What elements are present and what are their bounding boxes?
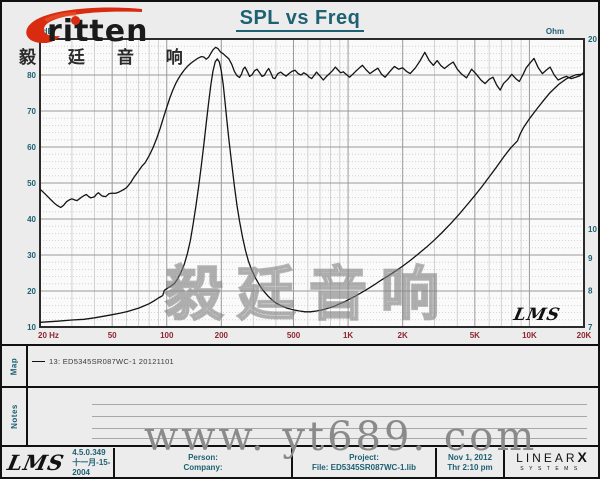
divider: [2, 386, 598, 388]
lms-version-date: 十一月-15-2004: [72, 457, 111, 477]
brand-logo-subtitle: 毅 廷 音 响: [19, 48, 196, 68]
notes-rule-line: [92, 428, 587, 429]
y-left-tick-label: 20: [27, 287, 36, 296]
brand-logo-i-dot-icon: [71, 16, 80, 25]
status-cell-datetime: Nov 1, 2012 Thr 2:10 pm: [437, 448, 505, 477]
map-label-cell: Map: [2, 346, 28, 386]
x-tick-label: 2K: [398, 331, 408, 340]
linearx-logo: LINEARX SYSTEMS: [516, 448, 587, 472]
chart-watermark: 毅廷音响: [164, 259, 454, 329]
status-bar: LMS 4.5.0.349 十一月-15-2004 Person: Compan…: [2, 448, 598, 477]
site-watermark: www. yt689. com: [144, 414, 538, 460]
legend-text: 13: ED5345SR087WC-1 20121101: [49, 357, 175, 366]
y-left-tick-label: 10: [27, 323, 36, 332]
legend-line-sample-icon: [32, 361, 45, 362]
notes-rule-line: [92, 404, 587, 405]
lms-logo: LMS: [5, 450, 67, 475]
y-left-tick-label: 70: [27, 107, 36, 116]
x-tick-label: 1K: [343, 331, 353, 340]
curve-impedance: [39, 58, 585, 323]
status-cell-brand: LINEARX SYSTEMS: [505, 448, 598, 477]
y-left-tick-label: 50: [27, 179, 36, 188]
y-left-axis-unit: dB: [43, 27, 54, 36]
y-left-tick-label: 60: [27, 143, 36, 152]
notes-label-cell: Notes: [2, 388, 28, 445]
notes-label: Notes: [9, 404, 19, 429]
y-left-tick-label: 80: [27, 71, 36, 80]
status-cell-project: Project: File: ED5345SR087WC-1.lib: [293, 448, 437, 477]
notes-rule-line: [92, 416, 587, 417]
notes-rule-line: [92, 438, 587, 439]
divider: [2, 445, 598, 447]
status-cell-version: LMS 4.5.0.349 十一月-15-2004: [2, 448, 115, 477]
status-time: Thr 2:10 pm: [447, 462, 493, 472]
chart-legend: 13: ED5345SR087WC-1 20121101: [32, 357, 174, 366]
curve-spl: [39, 46, 585, 209]
y-left-tick-label: 30: [27, 251, 36, 260]
y-left-tick-label: 40: [27, 215, 36, 224]
x-tick-label: 10K: [522, 331, 537, 340]
person-label: Person:: [188, 452, 218, 462]
plot-frame: [39, 38, 585, 328]
map-label: Map: [9, 357, 19, 375]
y-right-tick-label: 20: [588, 35, 597, 44]
x-tick-label: 50: [108, 331, 117, 340]
brand-logo: ritten 毅 廷 音 响: [14, 3, 204, 69]
x-tick-label: 500: [287, 331, 301, 340]
y-right-tick-label: 8: [588, 286, 593, 295]
x-tick-label: 20 Hz: [38, 331, 59, 340]
red-swoosh-icon: [26, 7, 142, 43]
y-right-tick-label: 10: [588, 225, 597, 234]
lms-signature: LMS: [511, 305, 563, 325]
file-label: File: ED5345SR087WC-1.lib: [311, 462, 417, 472]
x-tick-label: 5K: [470, 331, 480, 340]
company-label: Company:: [183, 462, 223, 472]
lms-version: 4.5.0.349: [72, 447, 106, 457]
y-right-tick-label: 9: [588, 254, 593, 263]
spl-vs-freq-chart: 80 70 60 50 40 30 20 10 20 10 9 8 7 20 Hz 50 100 200 500 1…: [27, 27, 597, 340]
y-right-axis-unit: Ohm: [546, 27, 564, 36]
page-title: SPL vs Freq: [2, 7, 598, 32]
status-date: Nov 1, 2012: [447, 452, 493, 462]
x-tick-label: 20K: [577, 331, 592, 340]
x-tick-label: 200: [215, 331, 229, 340]
project-label: Project:: [349, 452, 379, 462]
y-right-tick-label: 7: [588, 323, 593, 332]
brand-logo-text: ritten: [47, 14, 149, 49]
x-tick-label: 100: [160, 331, 174, 340]
status-cell-person: Person: Company:: [115, 448, 293, 477]
divider: [2, 344, 598, 346]
